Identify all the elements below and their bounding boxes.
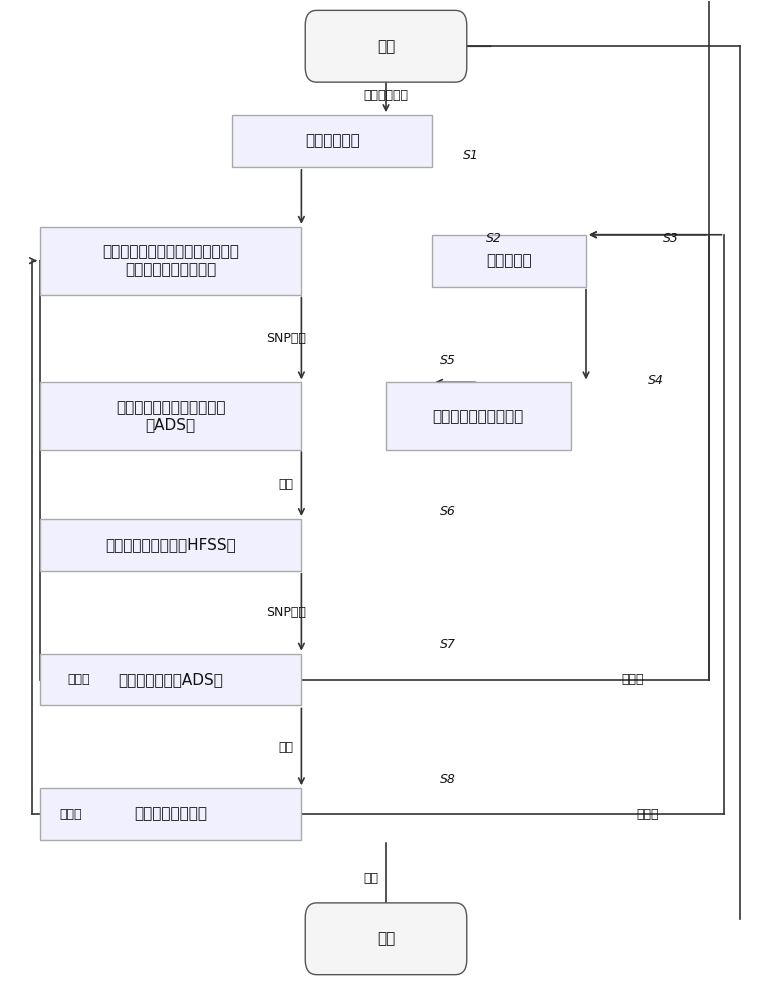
Text: 加工、装配、测试: 加工、装配、测试 bbox=[134, 807, 207, 822]
Text: 开始: 开始 bbox=[377, 39, 395, 54]
Text: S8: S8 bbox=[440, 773, 455, 786]
Text: 达标: 达标 bbox=[279, 478, 293, 491]
Text: S2: S2 bbox=[486, 232, 502, 245]
Text: 器件技术指标: 器件技术指标 bbox=[364, 89, 408, 102]
Text: SNP文件: SNP文件 bbox=[266, 606, 306, 619]
Text: 建立二极管的电路模型: 建立二极管的电路模型 bbox=[432, 409, 524, 424]
FancyBboxPatch shape bbox=[40, 382, 301, 450]
Text: 不达标: 不达标 bbox=[59, 808, 82, 821]
FancyBboxPatch shape bbox=[386, 382, 571, 450]
Text: S3: S3 bbox=[663, 232, 679, 245]
Text: 不达标: 不达标 bbox=[67, 673, 90, 686]
Text: 谐波平衡仿真（ADS）: 谐波平衡仿真（ADS） bbox=[118, 672, 223, 687]
FancyBboxPatch shape bbox=[232, 115, 432, 167]
FancyBboxPatch shape bbox=[40, 519, 301, 571]
Text: 不达标: 不达标 bbox=[621, 673, 643, 686]
Text: 不达标: 不达标 bbox=[636, 808, 659, 821]
Text: 整体电路优化谐波平衡仿真
（ADS）: 整体电路优化谐波平衡仿真 （ADS） bbox=[116, 400, 225, 432]
Text: SNP文件: SNP文件 bbox=[266, 332, 306, 345]
Text: S1: S1 bbox=[463, 149, 479, 162]
Text: S7: S7 bbox=[440, 638, 455, 651]
Text: S6: S6 bbox=[440, 505, 455, 518]
FancyBboxPatch shape bbox=[432, 235, 586, 287]
FancyBboxPatch shape bbox=[40, 654, 301, 705]
Text: 达标: 达标 bbox=[279, 741, 293, 754]
Text: 二极管选材: 二极管选材 bbox=[486, 253, 532, 268]
Text: 无源电路整体仿真（HFSS）: 无源电路整体仿真（HFSS） bbox=[105, 537, 236, 552]
Text: 划分传输线单元结构，提取各单元
结构的传输线特性参数: 划分传输线单元结构，提取各单元 结构的传输线特性参数 bbox=[102, 244, 239, 277]
Text: 设计器件结构: 设计器件结构 bbox=[305, 133, 360, 148]
Text: S5: S5 bbox=[440, 354, 455, 367]
FancyBboxPatch shape bbox=[305, 903, 467, 975]
FancyBboxPatch shape bbox=[305, 10, 467, 82]
FancyBboxPatch shape bbox=[40, 788, 301, 840]
Text: S4: S4 bbox=[648, 374, 663, 387]
Text: 达标: 达标 bbox=[363, 872, 378, 885]
FancyBboxPatch shape bbox=[40, 227, 301, 295]
Text: 结束: 结束 bbox=[377, 931, 395, 946]
